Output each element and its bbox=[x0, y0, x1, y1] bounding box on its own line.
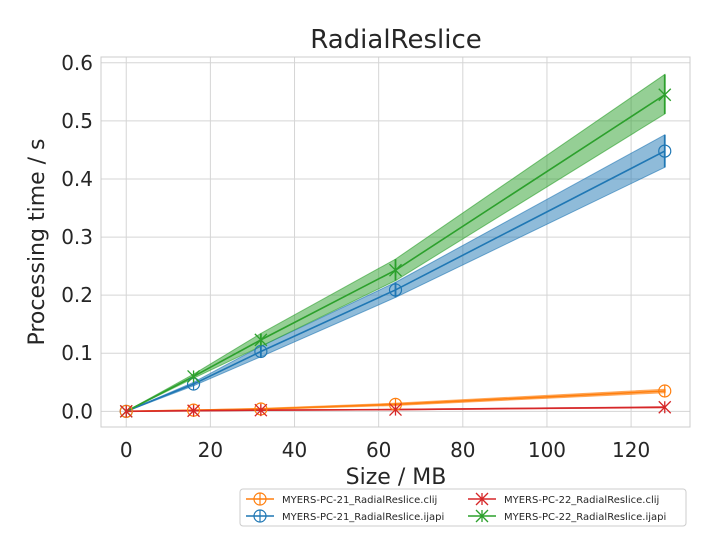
x-tick-label: 0 bbox=[120, 438, 133, 462]
y-tick-label: 0.5 bbox=[61, 109, 93, 133]
chart-title: RadialReslice bbox=[310, 25, 482, 55]
x-tick-label: 100 bbox=[528, 438, 566, 462]
y-tick-label: 0.3 bbox=[61, 225, 93, 249]
y-axis-label: Processing time / s bbox=[25, 138, 50, 345]
band-3 bbox=[126, 74, 665, 411]
y-tick-label: 0.6 bbox=[61, 51, 93, 75]
x-tick-label: 120 bbox=[612, 438, 650, 462]
x-tick-label: 40 bbox=[282, 438, 307, 462]
error-bars bbox=[126, 74, 665, 411]
y-tick-label: 0.1 bbox=[61, 341, 93, 365]
confidence-bands bbox=[126, 74, 665, 411]
x-axis-label: Size / MB bbox=[346, 465, 447, 490]
legend-label: MYERS-PC-22_RadialReslice.ijapi bbox=[504, 512, 666, 523]
legend-label: MYERS-PC-21_RadialReslice.clij bbox=[282, 495, 437, 506]
legend: MYERS-PC-21_RadialReslice.clij MYERS-PC-2… bbox=[240, 489, 686, 526]
y-tick-label: 0.4 bbox=[61, 167, 93, 191]
x-tick-label: 80 bbox=[450, 438, 475, 462]
x-tick-label: 60 bbox=[366, 438, 391, 462]
y-tick-labels: 0.0 0.1 0.2 0.3 0.4 0.5 0.6 bbox=[61, 51, 93, 424]
x-tick-label: 20 bbox=[198, 438, 223, 462]
y-tick-label: 0.2 bbox=[61, 283, 93, 307]
x-tick-labels: 0 20 40 60 80 100 120 bbox=[120, 438, 650, 462]
y-tick-label: 0.0 bbox=[61, 399, 93, 423]
legend-label: MYERS-PC-22_RadialReslice.clij bbox=[504, 495, 659, 506]
legend-label: MYERS-PC-21_RadialReslice.ijapi bbox=[282, 512, 444, 523]
